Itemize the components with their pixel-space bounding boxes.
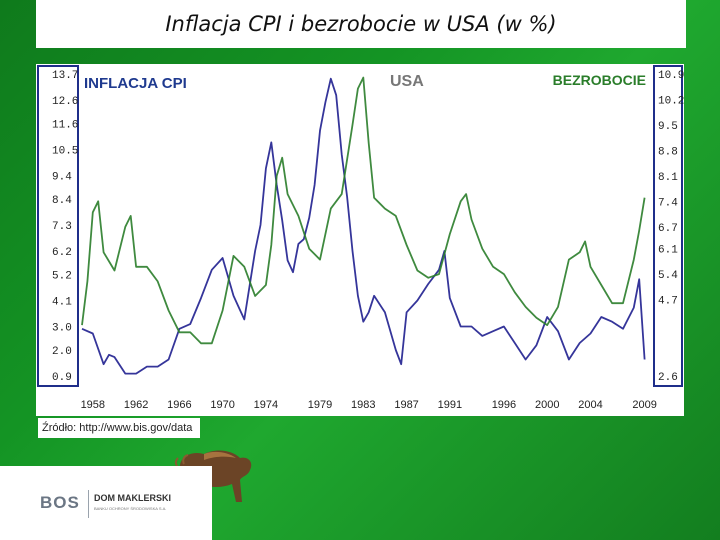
logo-subtitle: BANKU OCHRONY ŚRODOWISKA S.A. <box>94 506 167 511</box>
left-tick-label: 7.3 <box>52 221 72 233</box>
left-tick-label: 11.6 <box>52 120 78 132</box>
right-tick-label: 8.8 <box>658 146 678 158</box>
page-title: Inflacja CPI i bezrobocie w USA (w %) <box>165 12 557 36</box>
x-tick-label: 2000 <box>535 399 559 411</box>
bos-logo: BOS <box>40 493 80 513</box>
right-tick-label: 9.5 <box>658 121 678 133</box>
left-tick-label: 5.2 <box>52 271 72 283</box>
left-tick-label: 6.2 <box>52 247 72 259</box>
title-bar: Inflacja CPI i bezrobocie w USA (w %) <box>36 0 686 48</box>
right-axis-frame <box>653 65 683 387</box>
inflation-series-line <box>81 77 646 375</box>
right-tick-label: 10.2 <box>658 95 684 107</box>
x-tick-label: 1983 <box>351 399 375 411</box>
x-tick-label: 1966 <box>167 399 191 411</box>
x-tick-label: 1970 <box>210 399 234 411</box>
x-tick-label: 2004 <box>578 399 602 411</box>
left-tick-label: 4.1 <box>52 297 72 309</box>
source-note: Źródło: http://www.bis.gov/data <box>38 418 200 438</box>
logo-dom-maklerski: DOM MAKLERSKI <box>94 493 171 503</box>
right-axis-title: BEZROBOCIE <box>553 72 646 88</box>
x-tick-label: 1987 <box>394 399 418 411</box>
left-axis-frame <box>37 65 79 387</box>
right-tick-label: 4.7 <box>658 296 678 308</box>
left-tick-label: 12.6 <box>52 96 78 108</box>
right-tick-label: 6.1 <box>658 245 678 257</box>
right-tick-label: 7.4 <box>658 197 678 209</box>
bos-logo-text: BOS <box>40 493 80 512</box>
logo-divider <box>88 490 89 518</box>
chart-title: USA <box>390 73 424 90</box>
right-tick-label: 6.7 <box>658 223 678 235</box>
right-tick-label: 8.1 <box>658 172 678 184</box>
left-tick-label: 13.7 <box>52 70 78 82</box>
x-tick-label: 1979 <box>308 399 332 411</box>
chart-panel: 13.7 12.6 11.6 10.5 9.4 8.4 7.3 6.2 5.2 4.1 3.0 2.0… <box>36 64 684 416</box>
x-tick-label: 1958 <box>81 399 105 411</box>
cpi-unemployment-chart: 13.7 12.6 11.6 10.5 9.4 8.4 7.3 6.2 5.2 4.1 3.0 2.0… <box>37 65 684 411</box>
x-tick-label: 1962 <box>124 399 148 411</box>
left-tick-label: 10.5 <box>52 146 78 158</box>
unemployment-series-line <box>81 76 646 345</box>
left-axis-title: INFLACJA CPI <box>84 75 187 92</box>
left-tick-label: 0.9 <box>52 372 72 384</box>
x-tick-label: 1991 <box>438 399 462 411</box>
x-tick-label: 1974 <box>254 399 278 411</box>
left-tick-label: 9.4 <box>52 171 72 183</box>
left-tick-label: 2.0 <box>52 346 72 358</box>
left-tick-label: 3.0 <box>52 322 72 334</box>
footer-logo-area: BOS DOM MAKLERSKI BANKU OCHRONY ŚRODOWIS… <box>0 466 212 540</box>
right-tick-label: 10.9 <box>658 70 684 82</box>
right-tick-label: 5.4 <box>658 270 678 282</box>
x-tick-label: 1996 <box>492 399 516 411</box>
right-tick-label: 2.6 <box>658 372 678 384</box>
left-tick-label: 8.4 <box>52 195 72 207</box>
x-tick-label: 2009 <box>632 399 656 411</box>
